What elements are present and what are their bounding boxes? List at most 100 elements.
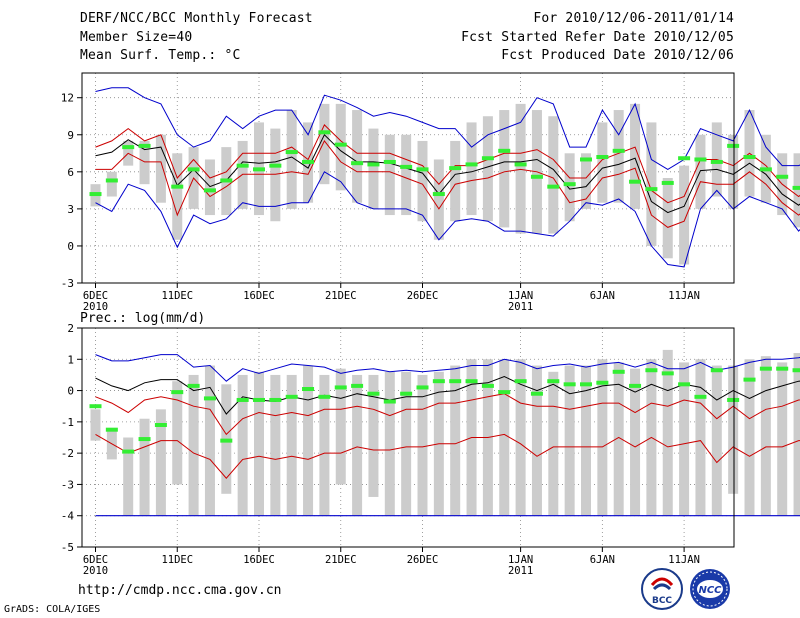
temp-spread-bar <box>482 116 493 222</box>
prec-median-mark <box>498 390 511 395</box>
prec-ytick-label: -4 <box>61 510 75 523</box>
refer-date: Fcst Started Refer Date 2010/12/05 <box>461 30 734 45</box>
prec-spread-bar <box>777 362 788 516</box>
bcc-logo: BCC <box>641 568 683 610</box>
prec-mean-line <box>95 375 800 415</box>
temp-median-mark <box>776 174 789 179</box>
prec-spread-bar <box>270 374 281 516</box>
prec-median-mark <box>269 397 282 402</box>
temp-spread-bar <box>597 122 608 203</box>
temp-median-mark <box>334 142 347 147</box>
prec-median-mark <box>629 383 642 388</box>
prec-median-mark <box>367 391 380 396</box>
temp-median-mark <box>400 164 413 169</box>
temp-xtick-label: 11JAN <box>668 290 700 302</box>
prec-ytick-label: -1 <box>61 416 74 429</box>
temp-spread-bar <box>450 140 461 222</box>
temp-xtick-label: 21DEC <box>325 290 357 302</box>
temp-median-mark <box>416 167 429 172</box>
prec-spread-bar <box>303 365 314 516</box>
prec-spread-bar <box>597 359 608 516</box>
temp-spread-bar <box>352 110 363 203</box>
prec-spread-bar <box>450 365 461 516</box>
prec-spread-bar <box>319 374 330 516</box>
temp-median-mark <box>596 155 609 159</box>
prec-spread-bar <box>711 365 722 516</box>
temp-spread-bar <box>270 128 281 222</box>
temp-frame <box>81 72 735 284</box>
temp-median-mark <box>727 143 740 148</box>
temp-median-mark <box>759 167 772 172</box>
prec-median-mark <box>203 396 216 401</box>
temp-xtick-label: 6DEC <box>83 290 108 302</box>
temp-spread-bar <box>319 103 330 185</box>
prec-median-mark <box>400 391 413 396</box>
temp-ytick-label: 6 <box>67 166 74 179</box>
prec-spread-bar <box>254 371 264 516</box>
temp-median-mark <box>220 178 233 183</box>
temp-median-mark <box>383 159 396 164</box>
prec-spread-bar <box>155 409 166 516</box>
prec-spread-bar <box>728 365 739 494</box>
prec-median-mark <box>285 394 298 399</box>
temp-spread-bar <box>613 110 624 203</box>
prec-xtick-label: 6JAN <box>590 554 615 566</box>
temp-spread-bar <box>728 134 739 209</box>
prec-median-mark <box>694 394 707 399</box>
prec-title: Prec.: log(mm/d) <box>80 311 205 326</box>
temp-median-mark <box>269 163 282 168</box>
prec-spread-bar <box>548 371 559 516</box>
bcc-logo-text: BCC <box>652 596 672 606</box>
prec-median-mark <box>253 397 265 402</box>
temp-spread-bar <box>433 159 444 240</box>
forecast-period: For 2010/12/06-2011/01/14 <box>533 11 734 26</box>
temp-spread-bar <box>646 122 657 246</box>
temp-median-mark <box>285 150 298 155</box>
prec-ytick-label: 2 <box>67 322 74 335</box>
temp-median-mark <box>530 174 543 179</box>
temp-spread-bar <box>155 134 166 203</box>
prec-xtick-label: 11JAN <box>668 554 700 566</box>
temp-median-mark <box>645 187 658 192</box>
temp-spread-bar <box>499 110 510 228</box>
temp-xtick-label: 1JAN <box>508 290 533 302</box>
temp-spread-bar <box>384 134 395 216</box>
prec-median-mark <box>154 422 167 427</box>
prec-spread-bar <box>401 371 412 516</box>
prec-lower-line <box>95 433 800 479</box>
temp-spread-bar <box>548 116 559 234</box>
temp-ytick-label: 12 <box>61 92 74 105</box>
variable-label: Mean Surf. Temp.: °C <box>80 48 241 63</box>
prec-spread-bar <box>531 365 542 516</box>
ncc-logo-text: NCC <box>698 585 722 596</box>
temp-spread-bar <box>515 103 526 234</box>
temp-spread-bar <box>204 159 215 216</box>
prec-spread-bar <box>123 437 134 516</box>
temp-median-mark <box>253 167 265 172</box>
temp-median-mark <box>236 163 249 168</box>
prec-xtick-year: 2011 <box>508 565 533 577</box>
prec-spread-bar <box>368 374 379 497</box>
prec-median-mark <box>514 379 527 384</box>
prec-spread-bar <box>695 359 706 516</box>
prec-spread-bar <box>760 356 771 516</box>
prec-median-mark <box>302 387 315 392</box>
prec-median-mark <box>138 437 151 442</box>
prec-ytick-label: -3 <box>61 478 74 491</box>
prec-median-mark <box>776 366 789 371</box>
temp-spread-bar <box>793 153 800 228</box>
temp-median-mark <box>302 159 315 164</box>
prec-spread-bar <box>204 365 215 516</box>
prec-xtick-year: 2010 <box>83 565 108 577</box>
prec-spread-bar <box>237 374 248 516</box>
prec-spread-bar <box>286 374 297 516</box>
temp-spread-bar <box>401 134 412 216</box>
temp-min-line <box>95 171 800 268</box>
temp-spread-bar <box>466 122 477 216</box>
temp-ytick-label: 3 <box>67 203 74 216</box>
temp-median-mark <box>629 179 642 184</box>
prec-xtick-label: 1JAN <box>508 554 533 566</box>
temp-median-mark <box>187 167 200 172</box>
temp-median-mark <box>351 161 364 166</box>
